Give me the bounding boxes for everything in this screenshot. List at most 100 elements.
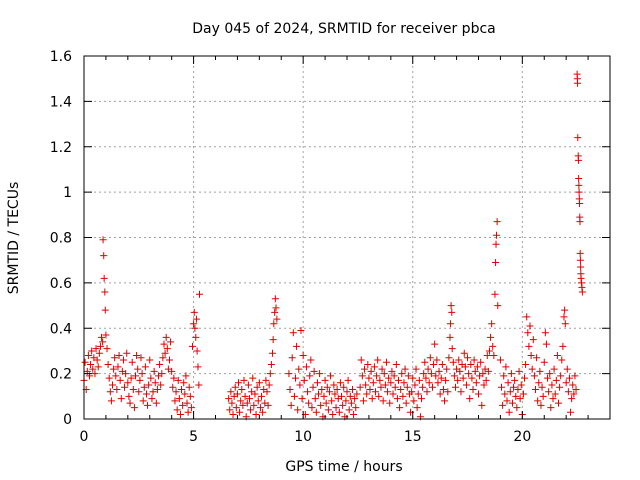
- data-point: [393, 395, 401, 403]
- data-point: [333, 386, 341, 394]
- data-point: [444, 388, 452, 396]
- data-point: [448, 345, 456, 353]
- data-point: [537, 401, 545, 409]
- data-point: [549, 395, 557, 403]
- data-point: [320, 392, 328, 400]
- data-point: [253, 383, 261, 391]
- data-point: [305, 399, 313, 407]
- data-point: [563, 365, 571, 373]
- data-point: [470, 356, 478, 364]
- data-point: [371, 388, 379, 396]
- data-point: [567, 408, 575, 416]
- data-point: [293, 342, 301, 350]
- data-point: [184, 408, 192, 416]
- data-point: [513, 404, 521, 412]
- data-point: [317, 401, 325, 409]
- data-point: [400, 379, 408, 387]
- data-point: [382, 358, 390, 366]
- data-point: [404, 372, 412, 380]
- data-point: [499, 401, 507, 409]
- data-point: [548, 381, 556, 389]
- data-point: [162, 333, 170, 341]
- data-point: [250, 401, 258, 409]
- data-point: [428, 383, 436, 391]
- data-point: [356, 383, 364, 391]
- data-point: [344, 376, 352, 384]
- data-point: [127, 374, 135, 382]
- data-point: [363, 390, 371, 398]
- data-point: [100, 274, 108, 282]
- data-point: [297, 327, 305, 335]
- x-tick-label: 5: [189, 429, 198, 445]
- data-point: [174, 376, 182, 384]
- data-point: [507, 370, 515, 378]
- data-point: [430, 361, 438, 369]
- data-point: [503, 397, 511, 405]
- data-point: [370, 363, 378, 371]
- data-point: [502, 363, 510, 371]
- data-point: [501, 390, 509, 398]
- data-point: [322, 399, 330, 407]
- data-point: [450, 372, 458, 380]
- data-point: [557, 372, 565, 380]
- data-point: [114, 363, 122, 371]
- data-point: [156, 361, 164, 369]
- data-point: [427, 370, 435, 378]
- data-point: [381, 381, 389, 389]
- data-point: [468, 374, 476, 382]
- data-point: [460, 349, 468, 357]
- data-point: [434, 379, 442, 387]
- data-point: [413, 404, 421, 412]
- data-point: [98, 333, 106, 341]
- data-point: [81, 358, 89, 366]
- data-point: [272, 304, 280, 312]
- data-point: [414, 390, 422, 398]
- data-point: [179, 401, 187, 409]
- data-point: [459, 374, 467, 382]
- data-point: [368, 395, 376, 403]
- data-point: [535, 379, 543, 387]
- data-point: [271, 308, 279, 316]
- data-point: [187, 404, 195, 412]
- data-point: [385, 374, 393, 382]
- data-point: [433, 356, 441, 364]
- data-point: [358, 372, 366, 380]
- data-point: [130, 404, 138, 412]
- data-point: [298, 395, 306, 403]
- data-point: [188, 342, 196, 350]
- data-point: [526, 322, 534, 330]
- data-point: [514, 386, 522, 394]
- data-point: [175, 395, 183, 403]
- data-point: [576, 256, 584, 264]
- data-point: [361, 365, 369, 373]
- data-point: [183, 399, 191, 407]
- data-point: [336, 379, 344, 387]
- data-point: [572, 386, 580, 394]
- data-point: [494, 302, 502, 310]
- data-point: [343, 388, 351, 396]
- data-point: [392, 361, 400, 369]
- data-point: [286, 386, 294, 394]
- data-point: [117, 395, 125, 403]
- data-point: [151, 379, 159, 387]
- x-axis-label: GPS time / hours: [285, 459, 402, 475]
- data-point: [576, 218, 584, 226]
- data-point: [238, 386, 246, 394]
- data-point: [271, 295, 279, 303]
- data-point: [159, 354, 167, 362]
- data-point: [113, 386, 121, 394]
- data-point: [315, 390, 323, 398]
- data-point: [245, 395, 253, 403]
- data-point: [299, 351, 307, 359]
- data-point: [346, 392, 354, 400]
- data-point: [447, 302, 455, 310]
- data-point: [100, 252, 108, 260]
- data-point: [180, 379, 188, 387]
- data-point: [395, 376, 403, 384]
- data-point: [437, 374, 445, 382]
- data-point: [438, 361, 446, 369]
- data-point: [352, 404, 360, 412]
- data-point: [112, 372, 120, 380]
- data-point: [300, 376, 308, 384]
